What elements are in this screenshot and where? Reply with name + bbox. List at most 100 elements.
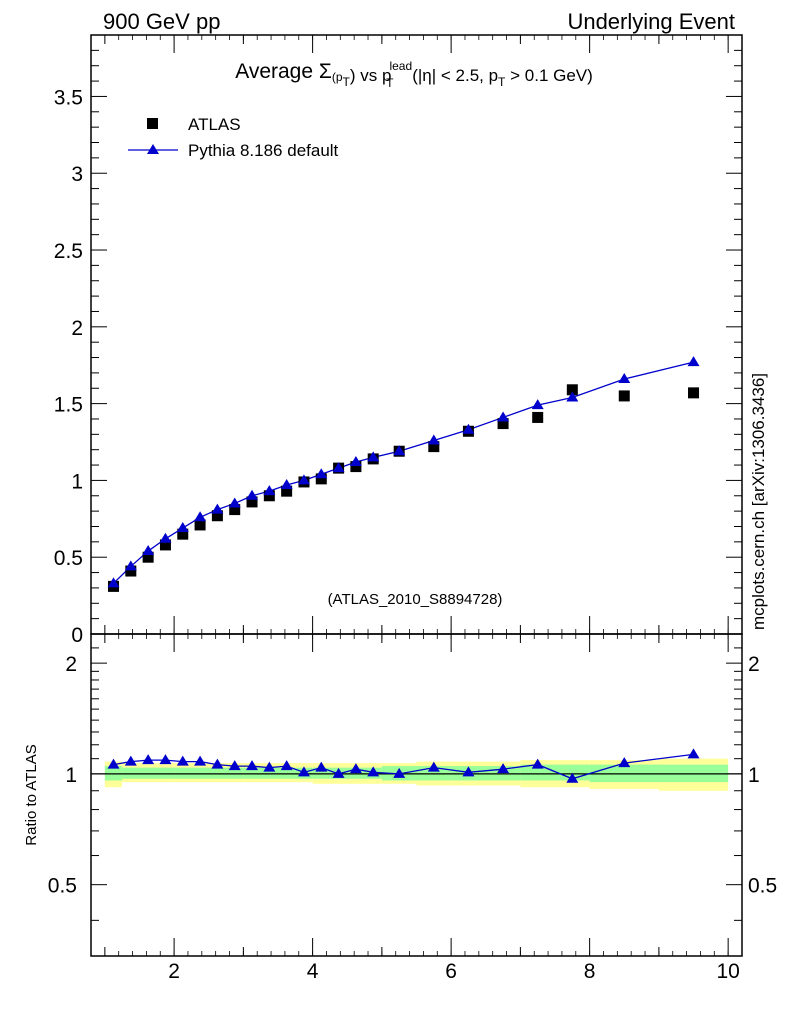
pythia-point	[159, 532, 172, 543]
pythia-point	[263, 485, 276, 496]
main-title: Average Σ(pT) vs plead T (|η| < 2.5, pT >…	[235, 59, 593, 90]
ratio-axes: 0.5 0.5 1 1 2 2 2 4 6 8 10	[48, 634, 777, 983]
ratio-pythia-point	[687, 748, 700, 759]
atlas-point	[315, 473, 327, 485]
pythia-point	[176, 522, 189, 533]
ratio-band-inner	[243, 767, 313, 779]
pythia-point	[332, 462, 345, 473]
ratio-pythia-point	[159, 754, 172, 765]
ratio-marks	[107, 748, 700, 783]
main-ytick-label: 1	[71, 470, 83, 493]
atlas-point	[263, 490, 275, 502]
main-ytick-label: 2.5	[54, 240, 83, 263]
ratio-band-inner	[520, 764, 590, 781]
atlas-point	[142, 551, 154, 563]
ratio-ylabel: Ratio to ATLAS	[23, 744, 40, 845]
ratio-pythia-point	[497, 763, 510, 774]
pythia-point	[142, 545, 155, 556]
legend-pythia-marker	[147, 144, 159, 154]
ratio-pythia-point	[427, 761, 440, 772]
ratio-pythia-point	[332, 767, 345, 778]
atlas-point	[618, 390, 630, 402]
main-ytick-label: 3.5	[54, 86, 83, 109]
ratio-ytick-label-right: 1	[748, 764, 760, 787]
pythia-point	[687, 356, 700, 367]
main-ytick-label: 3	[71, 163, 83, 186]
ratio-pythia-point	[618, 757, 631, 768]
ratio-pythia-point	[211, 758, 224, 769]
atlas-point	[194, 519, 206, 531]
ratio-xtick-label: 8	[584, 960, 596, 983]
ratio-pythia-point	[393, 767, 406, 778]
header-right: Underlying Event	[567, 9, 735, 34]
ratio-xtick-label: 10	[716, 960, 739, 983]
main-ytick-label: 2	[71, 317, 83, 340]
ratio-band-inner	[122, 767, 175, 779]
ratio-pythia-point	[297, 766, 310, 777]
pythia-line	[113, 361, 694, 584]
pythia-point	[211, 503, 224, 514]
atlas-point	[350, 461, 362, 473]
atlas-point	[229, 504, 241, 516]
ratio-band-inner	[174, 767, 244, 779]
ratio-pythia-point	[367, 766, 380, 777]
pythia-point	[462, 423, 475, 434]
ratio-ytick-label-left: 1	[65, 764, 77, 787]
ratio-pythia-point	[246, 760, 259, 771]
pythia-point	[107, 577, 120, 588]
ratio-pythia-point	[124, 755, 137, 766]
atlas-point	[211, 510, 223, 522]
pythia-point	[124, 560, 137, 571]
atlas-point	[177, 528, 189, 540]
pythia-point	[280, 479, 293, 490]
ratio-xtick-label: 2	[168, 960, 180, 983]
ratio-pythia-point	[280, 760, 293, 771]
ratio-pythia-point	[228, 760, 241, 771]
main-axes: 0 0.5 1 1.5 2 2.5 3 3.5	[54, 35, 742, 647]
watermark: (ATLAS_2010_S8894728)	[328, 591, 503, 608]
main-marks	[107, 356, 700, 592]
ratio-pythia-point	[462, 766, 475, 777]
ratio-panel: 0.5 0.5 1 1 2 2 2 4 6 8 10 Ratio to ATLAS	[23, 633, 777, 983]
atlas-point	[566, 384, 578, 396]
main-ytick-label: 0.5	[54, 547, 83, 570]
side-label: mcplots.cern.ch [arXiv:1306.3436]	[749, 373, 768, 630]
ratio-pythia-point	[349, 763, 362, 774]
pythia-point	[367, 451, 380, 462]
ratio-xtick-label: 4	[307, 960, 319, 983]
atlas-point	[428, 441, 440, 453]
ratio-pythia-point	[315, 761, 328, 772]
atlas-point	[688, 387, 700, 399]
pythia-point	[427, 434, 440, 445]
ratio-ytick-label-left: 2	[65, 653, 77, 676]
ratio-band-inner	[312, 767, 382, 779]
ratio-pythia-point	[142, 754, 155, 765]
ratio-pythia-point	[176, 755, 189, 766]
pythia-point	[297, 474, 310, 485]
ratio-ytick-label-left: 0.5	[48, 875, 77, 898]
legend: ATLAS Pythia 8.186 default	[128, 115, 339, 160]
pythia-point	[531, 399, 544, 410]
legend-atlas-label: ATLAS	[188, 115, 241, 134]
pythia-point	[393, 445, 406, 456]
legend-atlas-marker	[147, 118, 158, 129]
ratio-ytick-label-right: 0.5	[748, 875, 777, 898]
ratio-pythia-point	[263, 761, 276, 772]
pythia-point	[618, 373, 631, 384]
main-panel: Average Σ(pT) vs plead T (|η| < 2.5, pT >…	[54, 34, 743, 647]
pythia-point	[228, 497, 241, 508]
legend-pythia-label: Pythia 8.186 default	[188, 141, 339, 160]
ratio-pythia-point	[531, 758, 544, 769]
atlas-point	[125, 565, 137, 577]
pythia-point	[315, 468, 328, 479]
atlas-point	[497, 418, 509, 430]
ratio-pythia-point	[566, 772, 579, 783]
main-ytick-label: 0	[71, 624, 83, 647]
atlas-point	[281, 485, 293, 497]
ratio-frame	[90, 633, 743, 957]
ratio-pythia-point	[107, 758, 120, 769]
pythia-point	[194, 511, 207, 522]
atlas-point	[246, 496, 258, 508]
pythia-point	[497, 411, 510, 422]
ratio-xtick-label: 6	[445, 960, 457, 983]
